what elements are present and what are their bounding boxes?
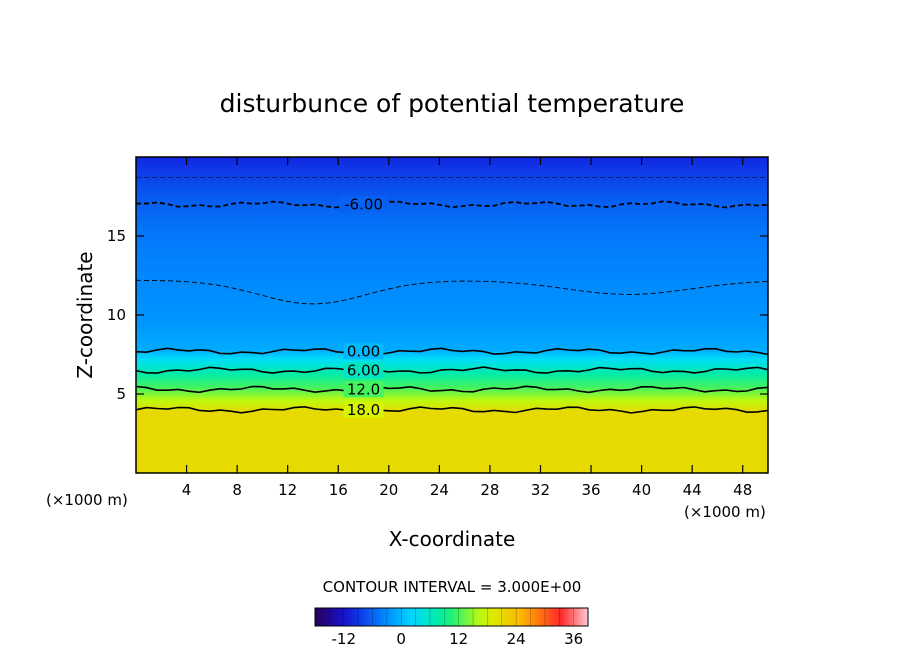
x-unit-right: (×1000 m) [684,503,766,521]
y-axis-label: Z-coordinate [73,251,97,378]
x-tick-label: 4 [182,481,192,499]
contour-lines: 18.0 12.06.000.00 -6.00 [135,177,769,419]
contour-line [135,385,769,394]
y-axis-ticks: 5 10 15 [107,227,768,403]
contour-label-bg [343,362,384,379]
chart-title: disturbunce of potential temperature [220,89,685,118]
x-tick-label: 12 [278,481,297,499]
x-tick-label: 44 [683,481,702,499]
contour-line [135,347,769,356]
x-tick-label: 28 [480,481,499,499]
x-tick-label: 32 [531,481,550,499]
colorbar-tick-label: -12 [331,630,356,648]
contour-label-bg [343,343,384,360]
x-tick-label: 20 [379,481,398,499]
contour-label: -6.00 [344,195,383,213]
colorbar-tick-label: 0 [396,630,406,648]
x-tick-label: 16 [329,481,348,499]
contour-line [135,405,769,414]
y-tick-label: 10 [107,306,126,324]
contour-interval-text: CONTOUR INTERVAL = 3.000E+00 [323,578,582,596]
contour-label-bg [343,401,384,418]
heatmap-field [136,157,768,473]
y-tick-label: 15 [107,227,126,245]
x-tick-label: 8 [232,481,242,499]
x-tick-label: 36 [581,481,600,499]
colorbar-ticks: -12 0 12 24 36 [331,630,583,648]
contour-label: 0.00 [347,342,380,360]
contour-line [135,366,769,374]
y-tick-label: 5 [116,385,126,403]
x-axis-label: X-coordinate [389,527,516,551]
colorbar [315,608,588,626]
contour-line [135,279,769,305]
colorbar-tick-label: 12 [449,630,468,648]
contour-line [135,200,769,209]
x-tick-label: 40 [632,481,651,499]
colorbar-frame [314,607,589,627]
contour-label: 18.0 [347,401,380,419]
colorbar-tick-label: 36 [564,630,583,648]
colorbar-tick-label: 24 [507,630,526,648]
contour-label-bg [339,196,388,213]
contour-label: 6.00 [347,361,380,379]
contour-label: 12.0 [347,380,380,398]
contour-label-bg [343,381,384,398]
x-tick-label: 48 [733,481,752,499]
x-tick-label: 24 [430,481,449,499]
x-unit-left: (×1000 m) [46,491,128,509]
x-axis-ticks: 4 8 12 16 20 24 28 32 36 40 44 48 [182,157,752,499]
